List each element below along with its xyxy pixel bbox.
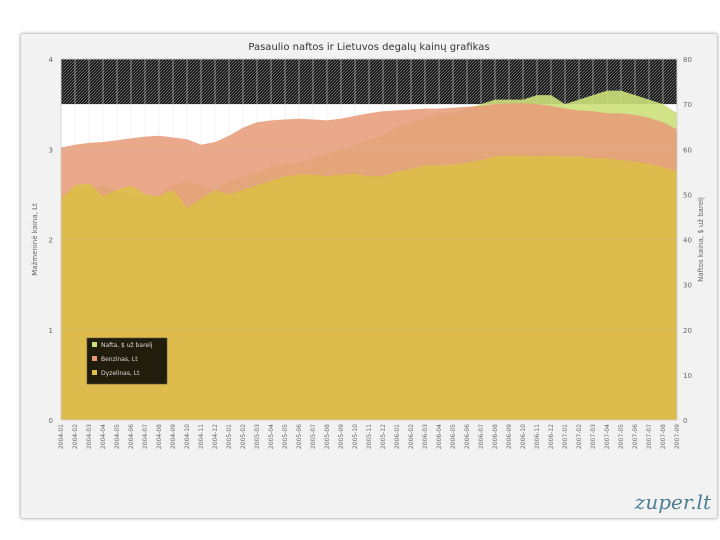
plot-border (60, 58, 678, 421)
x-tick-label: 2007-03 (590, 424, 597, 449)
x-tick-label: 2004-06 (128, 424, 135, 449)
x-tick-label: 2004-05 (114, 424, 121, 449)
legend-box (86, 337, 168, 385)
x-tick-label: 2007-05 (618, 424, 625, 449)
x-tick-label: 2004-10 (184, 424, 191, 449)
watermark: zuper.lt (634, 490, 711, 514)
x-tick-label: 2006-02 (408, 424, 415, 449)
x-tick-label: 2004-02 (72, 424, 79, 449)
x-tick-label: 2006-03 (422, 424, 429, 449)
x-tick-label: 2007-02 (576, 424, 583, 449)
y-tick-label-right: 60 (683, 146, 692, 154)
x-tick-label: 2005-04 (268, 424, 275, 449)
y-axis-label-left: Mažmeninė kaina, Lt (31, 203, 39, 276)
y-tick-label-right: 20 (683, 327, 692, 335)
y-tick-label-left: 2 (49, 237, 53, 245)
legend-swatch-1 (92, 342, 97, 347)
x-tick-label: 2004-03 (86, 424, 93, 449)
x-tick-label: 2005-10 (352, 424, 359, 449)
chart-frame: Pasaulio naftos ir Lietuvos degalų kainų… (20, 33, 718, 519)
x-tick-label: 2005-07 (310, 424, 317, 449)
y-tick-label-left: 3 (49, 146, 53, 154)
x-tick-label: 2005-08 (324, 424, 331, 449)
y-tick-label-right: 80 (683, 56, 692, 64)
y-tick-label-right: 50 (683, 191, 692, 199)
chart-title: Pasaulio naftos ir Lietuvos degalų kainų… (248, 42, 489, 53)
y-tick-label-right: 40 (683, 237, 692, 245)
series-area-3 (61, 155, 677, 420)
x-tick-label: 2007-01 (562, 424, 569, 449)
y-tick-label-right: 0 (683, 417, 687, 425)
y-tick-label-left: 0 (49, 417, 53, 425)
x-tick-label: 2006-08 (492, 424, 499, 449)
legend-label-3: Dyzelinas, Lt (101, 370, 140, 377)
legend-label-2: Benzinas, Lt (101, 356, 138, 363)
y-axis-label-right: Naftos kaina, $ už barelį (697, 197, 705, 282)
x-tick-label: 2004-08 (156, 424, 163, 449)
x-tick-label: 2005-02 (240, 424, 247, 449)
x-tick-label: 2005-06 (296, 424, 303, 449)
x-tick-label: 2007-07 (646, 424, 653, 449)
x-tick-label: 2006-07 (478, 424, 485, 449)
x-tick-label: 2006-11 (534, 424, 541, 449)
x-tick-label: 2006-05 (450, 424, 457, 449)
y-tick-label-left: 1 (49, 327, 53, 335)
x-tick-label: 2004-09 (170, 424, 177, 449)
x-tick-label: 2005-09 (338, 424, 345, 449)
x-tick-label: 2006-09 (506, 424, 513, 449)
x-tick-label: 2007-04 (604, 424, 611, 449)
x-tick-label: 2006-06 (464, 424, 471, 449)
legend-label-1: Nafta, $ už barelį (101, 342, 153, 349)
x-tick-label: 2005-03 (254, 424, 261, 449)
x-tick-label: 2005-12 (380, 424, 387, 449)
legend-swatch-3 (92, 370, 97, 375)
y-tick-label-left: 4 (49, 56, 54, 64)
x-tick-label: 2007-09 (674, 424, 681, 449)
x-tick-label: 2004-01 (58, 424, 65, 449)
x-tick-label: 2004-04 (100, 424, 107, 449)
x-tick-label: 2005-11 (366, 424, 373, 449)
x-tick-label: 2006-12 (548, 424, 555, 449)
x-tick-label: 2004-07 (142, 424, 149, 449)
x-tick-label: 2005-01 (226, 424, 233, 449)
x-tick-label: 2004-11 (198, 424, 205, 449)
x-tick-label: 2006-04 (436, 424, 443, 449)
x-tick-label: 2006-10 (520, 424, 527, 449)
x-tick-label: 2007-08 (660, 424, 667, 449)
legend-swatch-2 (92, 356, 97, 361)
y-tick-label-right: 70 (683, 101, 692, 109)
x-tick-label: 2004-12 (212, 424, 219, 449)
y-tick-label-right: 10 (683, 372, 692, 380)
chart-svg: Pasaulio naftos ir Lietuvos degalų kainų… (31, 42, 705, 449)
y-tick-label-right: 30 (683, 282, 692, 290)
x-tick-label: 2007-06 (632, 424, 639, 449)
x-tick-label: 2005-05 (282, 424, 289, 449)
x-tick-label: 2006-01 (394, 424, 401, 449)
